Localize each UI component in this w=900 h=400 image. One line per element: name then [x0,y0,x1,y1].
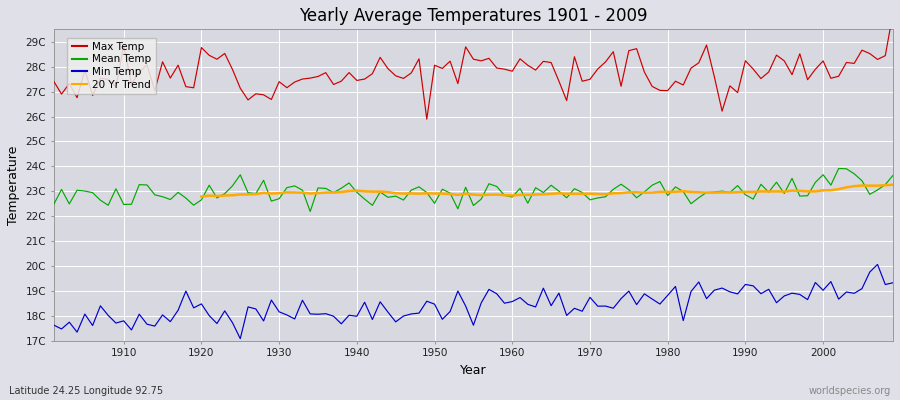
Y-axis label: Temperature: Temperature [7,145,20,225]
Text: worldspecies.org: worldspecies.org [809,386,891,396]
X-axis label: Year: Year [460,364,487,377]
Title: Yearly Average Temperatures 1901 - 2009: Yearly Average Temperatures 1901 - 2009 [299,7,648,25]
Text: Latitude 24.25 Longitude 92.75: Latitude 24.25 Longitude 92.75 [9,386,163,396]
Legend: Max Temp, Mean Temp, Min Temp, 20 Yr Trend: Max Temp, Mean Temp, Min Temp, 20 Yr Tre… [68,38,156,94]
